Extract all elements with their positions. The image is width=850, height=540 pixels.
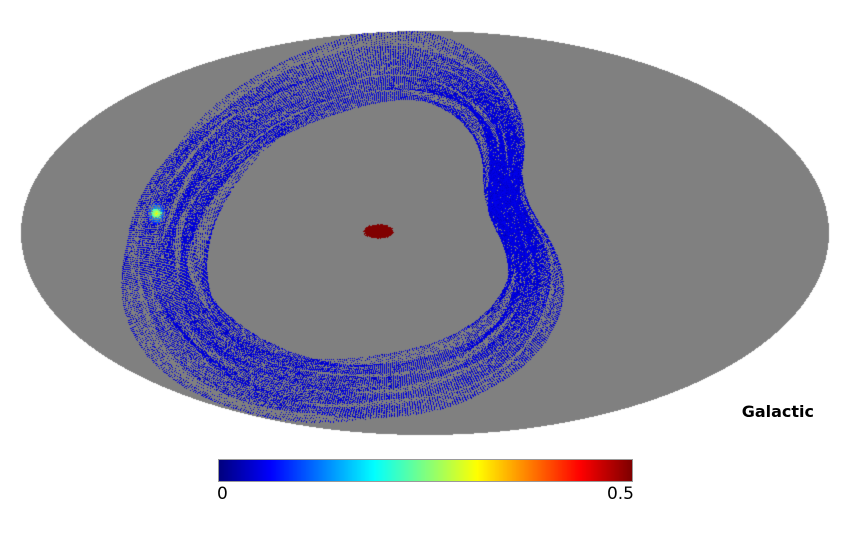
colorbar: [218, 459, 633, 482]
colorbar-gradient: [218, 459, 633, 482]
colorbar-min-tick-label: 0: [217, 484, 228, 504]
sky-map-mollweide: [0, 0, 850, 450]
coordinate-system-label: Galactic: [741, 402, 814, 421]
colorbar-max-tick-label: 0.5: [606, 484, 634, 504]
